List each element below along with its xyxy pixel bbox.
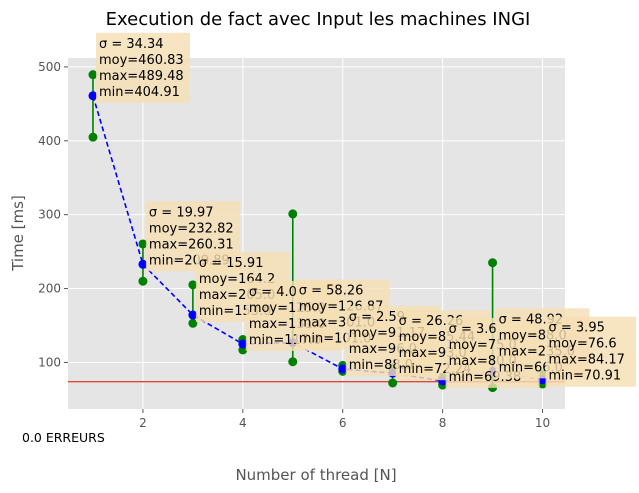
max-point bbox=[288, 209, 298, 219]
min-point bbox=[288, 357, 298, 367]
axis-ticks: 2 4 6 8 10 100 200 300 400 500 bbox=[38, 60, 550, 430]
annotation-text: max=489.48 bbox=[99, 69, 184, 84]
annotation-text: σ = 4.0 bbox=[249, 285, 297, 300]
annotation-text: σ = 3.95 bbox=[549, 321, 605, 336]
x-tick-label: 8 bbox=[439, 416, 447, 430]
min-point bbox=[188, 318, 198, 328]
max-point bbox=[488, 258, 498, 268]
mean-point bbox=[88, 91, 98, 101]
annotation-text: max=84.17 bbox=[549, 353, 625, 368]
min-point bbox=[138, 276, 148, 286]
annotation-text: σ = 15.91 bbox=[199, 256, 264, 271]
chart-title: Execution de fact avec Input les machine… bbox=[106, 9, 531, 30]
mean-point bbox=[138, 259, 148, 269]
mean-point bbox=[338, 364, 348, 374]
annotation-text: max=260.31 bbox=[149, 237, 234, 252]
min-point bbox=[388, 378, 398, 388]
annotation-text: min=70.91 bbox=[549, 369, 622, 384]
y-axis-label: Time [ms] bbox=[9, 195, 27, 272]
max-point bbox=[138, 239, 148, 249]
annotation-text: moy=460.83 bbox=[99, 53, 184, 68]
annotation-text: σ = 19.97 bbox=[149, 205, 214, 220]
mean-point bbox=[238, 339, 248, 349]
annotation-text: σ = 34.34 bbox=[99, 37, 164, 52]
x-tick-label: 6 bbox=[339, 416, 347, 430]
annotation-text: σ = 2.59 bbox=[349, 310, 405, 325]
annotation-text: moy=232.82 bbox=[149, 221, 234, 236]
x-tick-label: 4 bbox=[239, 416, 247, 430]
y-tick-label: 500 bbox=[38, 60, 61, 74]
y-tick-label: 400 bbox=[38, 134, 61, 148]
annotation-text: moy=76.6 bbox=[549, 337, 617, 352]
min-point bbox=[88, 132, 98, 142]
annotation-box bbox=[95, 32, 190, 103]
error-label: 0.0 ERREURS bbox=[22, 430, 105, 445]
annotation-text: σ = 3.6 bbox=[449, 322, 497, 337]
y-tick-label: 300 bbox=[38, 208, 61, 222]
annotation-text: σ = 58.26 bbox=[299, 284, 364, 299]
max-point bbox=[88, 70, 98, 80]
annotation-box bbox=[545, 316, 636, 387]
y-tick-label: 200 bbox=[38, 282, 61, 296]
x-tick-label: 10 bbox=[535, 416, 550, 430]
annotation-text: min=404.91 bbox=[99, 85, 180, 100]
y-tick-label: 100 bbox=[38, 355, 61, 369]
x-axis-label: Number of thread [N] bbox=[235, 466, 396, 484]
mean-point bbox=[188, 310, 198, 320]
max-point bbox=[188, 280, 198, 290]
x-tick-label: 2 bbox=[139, 416, 147, 430]
